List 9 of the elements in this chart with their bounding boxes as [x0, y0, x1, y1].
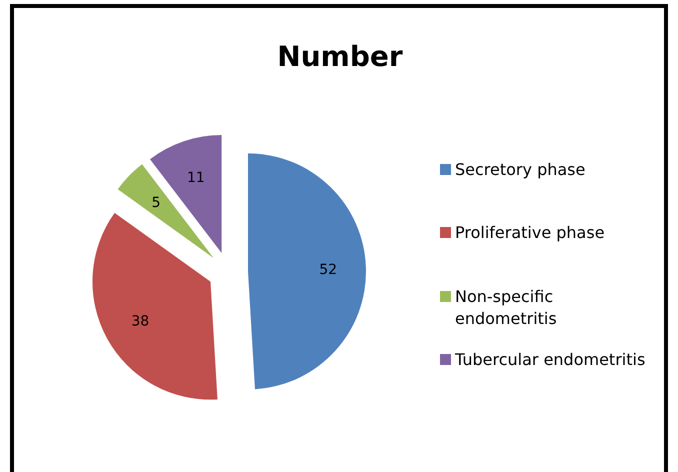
- data-label: 52: [319, 262, 338, 278]
- legend-label: Secretory phase: [455, 160, 586, 179]
- legend-label: Proliferative phase: [455, 223, 605, 242]
- data-label: 5: [152, 195, 161, 212]
- chart-title: Number: [277, 40, 403, 73]
- legend-label: Non-specific endometritis: [455, 287, 557, 328]
- data-label: 38: [131, 313, 150, 330]
- legend-label: Tubercular endometritis: [454, 350, 646, 369]
- data-label: 11: [186, 170, 205, 186]
